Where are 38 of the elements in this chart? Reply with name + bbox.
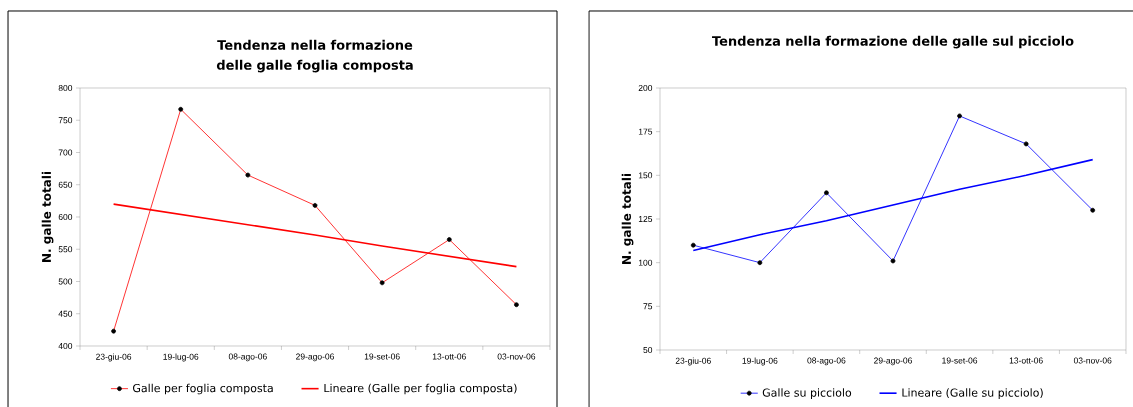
y-tick-label: 500 [58,278,73,285]
legend-label: Galle su picciolo [762,388,852,399]
x-tick-label: 19-lug-06 [742,357,778,366]
x-tick-label: 19-set-06 [364,353,400,360]
y-tick-label: 750 [58,117,73,124]
y-tick-label: 700 [58,149,73,156]
x-tick-label: 19-set-06 [942,357,978,364]
y-tick-label: 800 [58,85,73,91]
legend-label: Galle per foglia composta [132,383,273,395]
y-tick-label: 75 [643,303,653,310]
x-tick-label: 29-ago-06 [296,353,335,362]
x-tick-label: 03-nov-06 [1073,357,1112,364]
legend-label: Lineare (Galle su picciolo) [902,388,1043,399]
y-tick-label: 550 [58,246,73,253]
chart-title: Tendenza nella formazione delle galle foglia composta [216,39,413,73]
x-tick-label: 08-ago-06 [228,353,267,362]
x-tick-label: 19-lug-06 [163,353,199,362]
x-tick-label: 03-nov-06 [497,353,536,360]
x-tick-label: 23-giu-06 [675,357,711,366]
y-tick-label: 450 [58,310,73,317]
y-tick-label: 125 [638,215,653,222]
x-tick-label: 13-ott-06 [432,353,466,360]
chart-title: Tendenza nella formazione delle galle sul picciolo [712,35,1074,49]
y-axis-title: N. galle totali [621,173,634,264]
x-tick-label: 08-ago-06 [807,357,846,366]
y-tick-label: 150 [638,172,653,179]
y-tick-label: 200 [638,84,653,91]
legend-label: Lineare (Galle per foglia composta) [324,383,517,395]
x-tick-label: 23-giu-06 [96,353,132,362]
y-axis-title: N. galle totali [41,171,54,262]
y-tick-label: 650 [58,181,73,188]
x-tick-label: 29-ago-06 [874,357,912,366]
y-tick-label: 100 [638,259,653,266]
y-tick-label: 600 [58,213,73,220]
y-tick-label: 50 [643,346,653,353]
y-tick-label: 175 [638,128,653,135]
y-tick-label: 400 [58,342,73,349]
x-tick-label: 13-ott-06 [1009,357,1043,364]
